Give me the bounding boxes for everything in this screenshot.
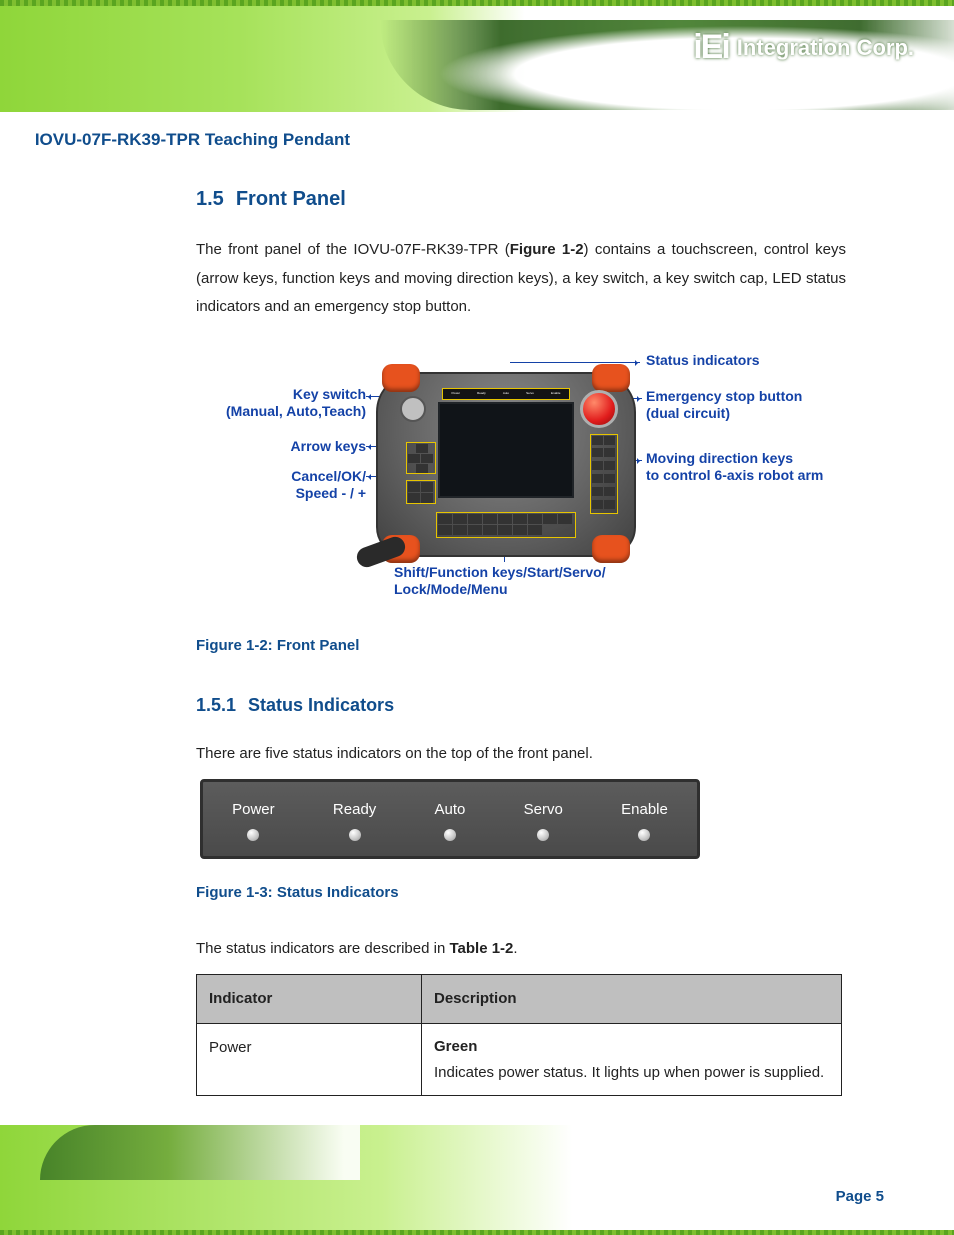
td-description: Green Indicates power status. It lights … [422,1024,842,1096]
th-description: Description [422,974,842,1024]
callout-estop: Emergency stop button (dual circuit) [646,388,866,423]
page-number: Page 5 [836,1188,884,1205]
callout-direction-keys: Moving direction keys to control 6-axis … [646,450,876,485]
corner-bumper [382,364,420,392]
bottom-keys-group [436,512,576,538]
figure-status-indicators: Power Ready Auto Servo Enable [200,779,700,859]
section-paragraph: The front panel of the IOVU-07F-RK39-TPR… [196,236,846,322]
callout-bottom-keys: Shift/Function keys/Start/Servo/ Lock/Mo… [394,564,724,599]
subsection-heading: 1.5.1 Status Indicators [196,688,846,722]
led-dot-icon [537,829,549,841]
section-number: 1.5 [196,188,224,210]
indicator-ready: Ready [333,796,376,841]
top-banner: iEi Integration Corp. [0,0,954,112]
callout-key-switch: Key switch (Manual, Auto,Teach) [166,386,366,421]
section-heading: 1.5 Front Panel [196,180,846,218]
direction-keys-group [590,434,618,514]
figure-ref: Figure 1-2 [510,241,584,258]
callout-status-indicators: Status indicators [646,352,846,370]
table-intro: The status indicators are described in T… [196,935,846,964]
figure2-caption: Figure 1-3: Status Indicators [196,879,846,908]
td-indicator: Power [197,1024,422,1096]
th-indicator: Indicator [197,974,422,1024]
key-switch-icon [400,396,426,422]
brand-area: iEi Integration Corp. [693,28,914,67]
indicator-power: Power [232,796,275,841]
subsection-title: Status Indicators [248,695,394,715]
touchscreen [438,402,574,498]
corner-bumper [592,364,630,392]
led-dot-icon [638,829,650,841]
indicator-servo: Servo [524,796,563,841]
callout-cancel-ok: Cancel/OK/ Speed ‑ / + [236,468,366,503]
table-row: Power Green Indicates power status. It l… [197,1024,842,1096]
corner-bumper [592,535,630,563]
product-name: IOVU-07F-RK39‑TPR Teaching Pendant [0,130,360,150]
subsection-number: 1.5.1 [196,695,236,715]
figure1-caption: Figure 1-2: Front Panel [196,632,846,661]
arrow-keys-group [406,442,436,474]
indicator-enable: Enable [621,796,668,841]
company-name: Integration Corp. [737,35,914,61]
device-illustration: Power Ready Auto Servo Enable [376,372,636,557]
figure-front-panel: Key switch (Manual, Auto,Teach) Arrow ke… [176,352,846,612]
callout-arrow-keys: Arrow keys [236,438,366,456]
table-ref: Table 1-2 [449,940,513,957]
subsection-paragraph: There are five status indicators on the … [196,740,846,769]
led-dot-icon [349,829,361,841]
table-header-row: Indicator Description [197,974,842,1024]
status-strip: Power Ready Auto Servo Enable [442,388,570,400]
cancel-ok-keys-group [406,480,436,504]
bottom-banner: Page 5 [0,1125,954,1235]
estop-button-icon [580,390,618,428]
iei-logo: iEi [693,28,729,67]
led-dot-icon [444,829,456,841]
section-title: Front Panel [236,188,346,210]
led-dot-icon [247,829,259,841]
indicator-auto: Auto [435,796,466,841]
status-indicator-table: Indicator Description Power Green Indica… [196,974,842,1097]
page-content: 1.5 Front Panel The front panel of the IO… [196,180,846,1096]
